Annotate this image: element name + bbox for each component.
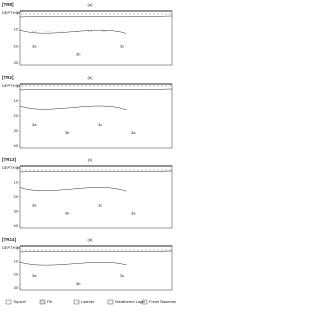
depth-label: DEPTH (m) xyxy=(2,10,23,15)
weathered-boundary xyxy=(19,170,173,173)
depth-tick: 30 xyxy=(14,128,19,133)
depth-tick: 10 xyxy=(14,27,19,32)
basement xyxy=(19,261,127,266)
depth-tick: 0 xyxy=(16,83,19,88)
layer-label: 3c xyxy=(98,203,102,208)
profile-box xyxy=(19,10,173,66)
depth-tick: 20 xyxy=(14,194,19,199)
layer-label: 3b xyxy=(76,51,81,56)
depth-tick: 10 xyxy=(14,258,19,263)
layer-label: 3b xyxy=(65,211,70,216)
panel-id: [TR8] xyxy=(2,2,14,7)
layer-label: 3c xyxy=(120,43,124,48)
basement xyxy=(19,29,127,34)
layer-label: 3c xyxy=(98,122,102,127)
legend-label: Fill xyxy=(47,299,52,304)
layer-label: 3a xyxy=(32,43,37,48)
layer-label: 3a xyxy=(32,273,37,278)
profile-box xyxy=(19,165,173,229)
depth-tick: 20 xyxy=(14,113,19,118)
depth-tick: 0 xyxy=(16,245,19,250)
laterite xyxy=(20,246,172,252)
panel-letter: (b) xyxy=(88,75,94,80)
depth-tick: 0 xyxy=(16,165,19,170)
depth-tick: 10 xyxy=(14,180,19,185)
depth-tick: 30 xyxy=(14,60,19,65)
legend-swatch xyxy=(73,299,80,305)
weathered-boundary xyxy=(19,250,173,253)
panel-id: [TR13] xyxy=(2,157,17,162)
laterite xyxy=(20,84,172,90)
depth-label: DEPTH (m) xyxy=(2,83,23,88)
panel-letter: (c) xyxy=(88,157,93,162)
legend-swatch xyxy=(141,299,148,305)
panel-letter: (d) xyxy=(88,237,94,242)
legend-swatch xyxy=(107,299,114,305)
legend-label: Laterite xyxy=(81,299,95,304)
legend-label: Weathered Layer xyxy=(115,299,146,304)
layer-label: 3a xyxy=(131,130,136,135)
layer-label: 3a xyxy=(32,122,37,127)
depth-tick: 30 xyxy=(14,209,19,214)
laterite xyxy=(20,166,172,172)
depth-tick: 20 xyxy=(14,272,19,277)
laterite xyxy=(20,11,172,17)
depth-tick: 40 xyxy=(14,223,19,228)
depth-label: DEPTH (m) xyxy=(2,245,23,250)
panel-letter: (a) xyxy=(88,2,94,7)
legend-label: Topsoil xyxy=(13,299,26,304)
layer-label: 3a xyxy=(32,203,37,208)
basement xyxy=(19,187,127,192)
depth-tick: 10 xyxy=(14,98,19,103)
profile-box xyxy=(19,83,173,149)
basement xyxy=(19,105,127,111)
layer-label: 3b xyxy=(76,281,81,286)
legend-swatch xyxy=(39,299,46,305)
profile-box xyxy=(19,245,173,291)
depth-tick: 20 xyxy=(14,43,19,48)
depth-tick: 40 xyxy=(14,143,19,148)
layer-label: 3a xyxy=(131,211,136,216)
legend-label: Fresh Basement xyxy=(149,299,176,304)
legend-swatch xyxy=(5,299,12,305)
depth-label: DEPTH (m) xyxy=(2,165,23,170)
weathered-boundary xyxy=(19,88,173,91)
panel-id: [TR2] xyxy=(2,75,14,80)
panel-id: [TR14] xyxy=(2,237,17,242)
depth-tick: 30 xyxy=(14,285,19,290)
layer-label: 3c xyxy=(120,273,124,278)
weathered-boundary xyxy=(19,15,173,18)
layer-label: 3b xyxy=(65,130,70,135)
depth-tick: 0 xyxy=(16,10,19,15)
